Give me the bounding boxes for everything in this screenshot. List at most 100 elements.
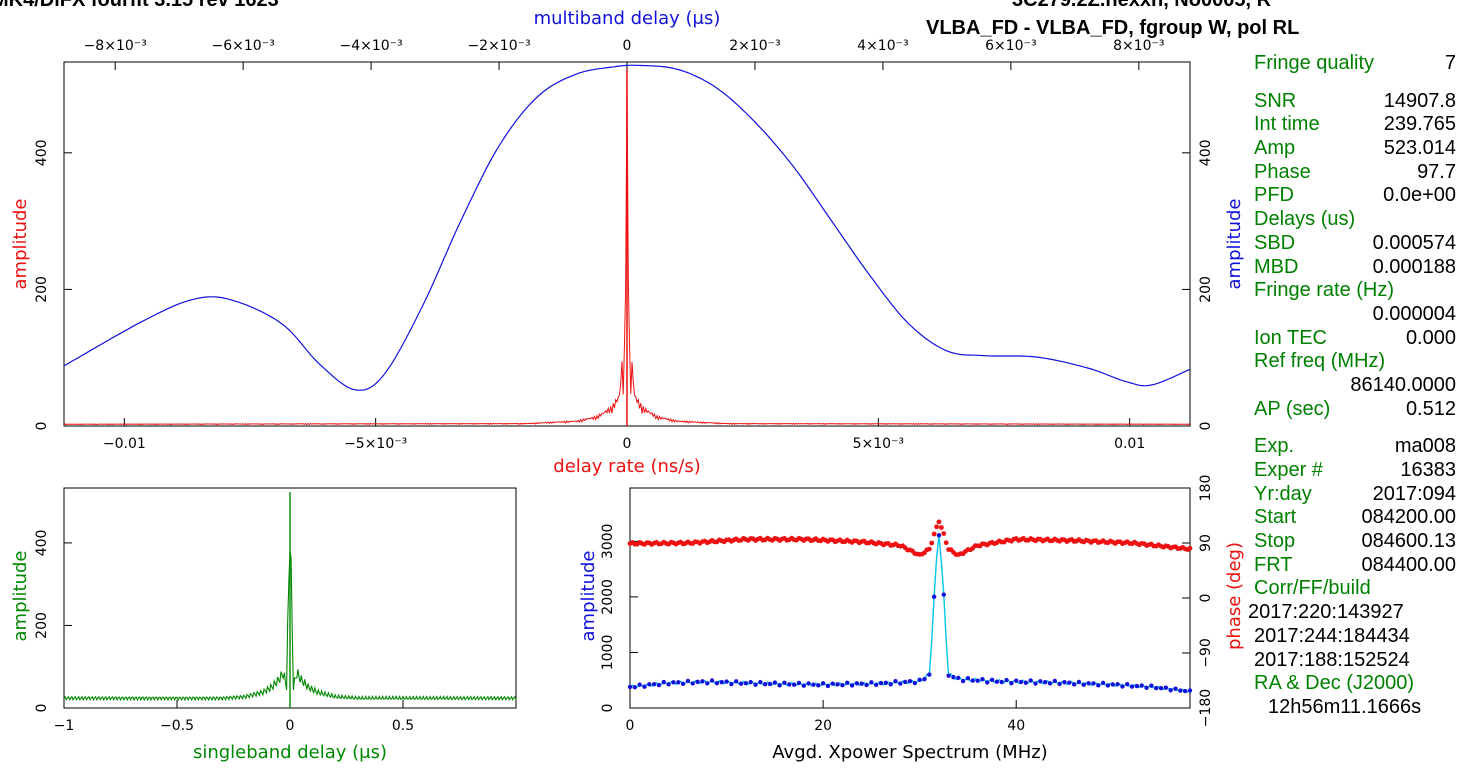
spectrum-x-label: Avgd. Xpower Spectrum (MHz) [772,742,1047,763]
amplitude-point [1163,685,1169,690]
amplitude-point [825,683,831,689]
delay-value: 0.000574 [1372,231,1456,254]
amplitude-point [642,684,647,689]
amplitude-point [985,680,990,685]
corr-line: 2017:220:143927 [1248,601,1462,625]
amplitude-point [671,680,676,685]
phase-point [941,531,947,536]
exp-row: Yr:day 2017:094 [1254,483,1462,507]
amplitude-point [994,679,1000,684]
y2-tick-label: 180 [1198,475,1214,502]
ref-freq-heading: Ref freq (MHz) [1254,350,1462,374]
phase-point [929,540,935,546]
ap-value: 0.512 [1405,397,1456,420]
amplitude-point [782,680,787,685]
y2-tick-label: −180 [1198,689,1214,727]
amplitude-point [854,681,860,686]
y-tick-label: 2000 [600,579,616,615]
x-tick-label: −0.01 [103,436,146,452]
corr-value: 2017:244:184434 [1254,624,1410,647]
y-tick-label: 200 [34,612,50,639]
amplitude-point [878,680,884,686]
amplitude-point [1158,686,1164,691]
phase-point [1187,545,1193,551]
exp-label: Exper # [1254,459,1323,481]
amplitude-point [1047,681,1053,686]
amplitude-point [830,681,835,686]
amplitude-point [709,678,715,683]
amplitude-point [1144,685,1149,691]
amplitude-point [767,681,773,687]
corr-heading: Corr/FF/build [1254,577,1462,601]
amplitude-point [656,682,662,688]
amplitude-point [1125,681,1130,687]
amplitude-point [859,681,864,686]
amplitude-point [1100,680,1106,686]
x-tick-label: −0.5 [160,718,194,734]
amplitude-point [777,683,782,688]
x-tick-label: 20 [814,718,832,734]
amplitude-point [695,679,700,685]
spectrum-plot-frame [629,487,1191,709]
amplitude-point [1149,683,1154,688]
exp-value: 084200.00 [1361,506,1456,529]
amplitude-point [1071,682,1077,687]
amplitude-point [1062,679,1067,685]
ref-freq-label: Ref freq (MHz) [1254,350,1386,373]
amplitude-point [893,679,898,684]
stat-row: Int time 239.765 [1254,113,1462,137]
stat-value: 97.7 [1417,160,1456,183]
stat-value: 523.014 [1383,137,1456,160]
amplitude-point [758,679,763,685]
stat-row: PFD 0.0e+00 [1254,184,1462,208]
amplitude-point [1042,679,1048,685]
amplitude-point [1110,682,1115,687]
stat-value: 14907.8 [1383,89,1456,112]
amplitude-point [864,682,869,688]
amplitude-point [666,682,671,687]
corr-value: 2017:188:152524 [1254,648,1410,671]
top-x-label: delay rate (ns/s) [553,456,700,477]
amplitude-point [927,672,932,677]
amplitude-point [898,681,903,686]
stat-value: 0.0e+00 [1383,184,1456,207]
amplitude-point [791,682,797,687]
amplitude-point [651,682,657,687]
amplitude-point [1028,678,1033,683]
amplitude-point [690,681,695,686]
y-tick-label: 0 [34,422,50,431]
fringe-rate-heading: Fringe rate (Hz) [1254,279,1462,303]
stat-label: PFD [1254,184,1294,207]
exp-row: Start 084200.00 [1254,506,1462,530]
y-tick-label: 1000 [600,635,616,671]
amplitude-point [676,680,681,685]
radec-value: 12h56m11.1666s [1268,695,1422,718]
y-tick-label: 400 [34,139,50,166]
x2-tick-label: 6×10⁻³ [985,38,1036,54]
amplitude-point [970,678,975,683]
amplitude-point [796,680,802,686]
stat-label: SNR [1254,89,1297,112]
amplitude-point [1014,678,1019,683]
fringe-rate-label: Fringe rate (Hz) [1254,279,1395,302]
amplitude-point [1178,688,1183,693]
amplitude-point [816,683,821,688]
phase-point [934,524,939,530]
y2-tick-label: 0 [1198,594,1214,603]
phase-point [936,519,942,525]
x-tick-label: 5×10⁻³ [853,436,904,452]
amplitude-point [685,678,691,684]
amplitude-point [787,682,792,687]
amplitude-point [1038,679,1043,684]
phase-point [926,546,932,552]
amplitude-point [1086,681,1091,686]
amplitude-point [1018,679,1024,685]
amplitude-point [840,683,845,688]
amplitude-point [772,680,778,685]
singleband-x-label: singleband delay (μs) [193,742,387,763]
ref-freq-value: 86140.0000 [1350,373,1456,396]
exp-label: FRT [1254,553,1293,576]
multiband-delay-curve [63,64,1191,391]
amplitude-point [1154,685,1159,691]
x-tick-label: 0 [623,436,632,452]
